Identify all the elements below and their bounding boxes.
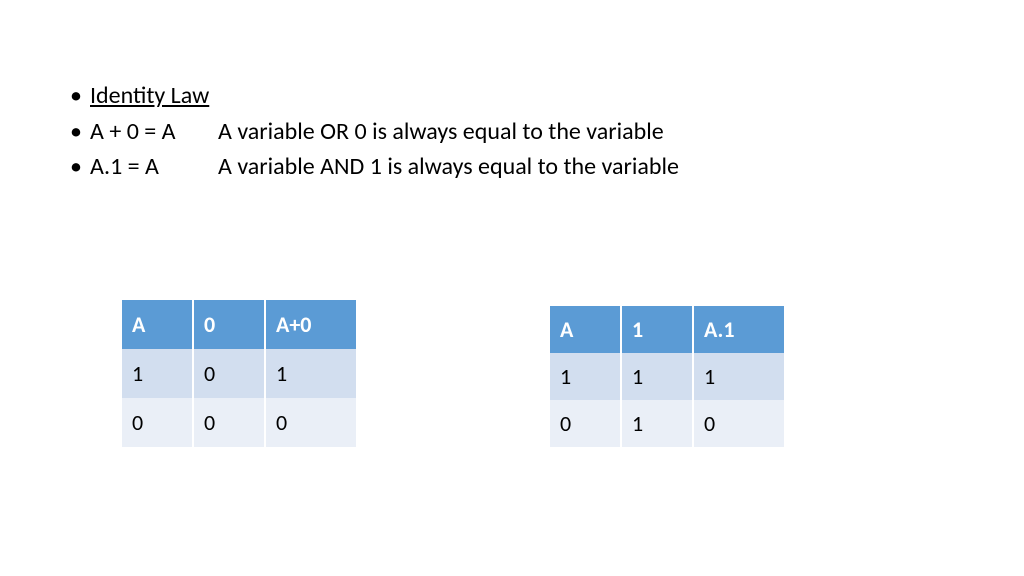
bullet-line-2: • A.1 = A A variable AND 1 is always equ…: [70, 149, 679, 185]
bullet-dot-icon: •: [70, 78, 90, 114]
table-header-row: A 0 A+0: [122, 300, 356, 349]
law-title: Identity Law: [90, 78, 209, 114]
table-row: 1 1 1: [550, 353, 784, 400]
bullet-line-1: • A + 0 = A A variable OR 0 is always eq…: [70, 114, 679, 150]
table-header-cell: A.1: [694, 306, 784, 353]
description-1: A variable OR 0 is always equal to the v…: [218, 114, 664, 150]
table-cell: 1: [622, 400, 692, 447]
description-2: A variable AND 1 is always equal to the …: [218, 149, 679, 185]
table-row: 0 1 0: [550, 400, 784, 447]
table-cell: 0: [694, 400, 784, 447]
table-cell: 0: [194, 398, 264, 447]
table-cell: 1: [550, 353, 620, 400]
table-cell: 0: [266, 398, 356, 447]
equation-2: A.1 = A: [90, 149, 218, 185]
table-header-cell: 1: [622, 306, 692, 353]
table-cell: 1: [122, 349, 192, 398]
bullet-dot-icon: •: [70, 149, 90, 185]
table-row: 1 0 1: [122, 349, 356, 398]
table-cell: 1: [266, 349, 356, 398]
table-header-cell: A: [122, 300, 192, 349]
table-gap: [358, 300, 548, 447]
table-cell: 0: [122, 398, 192, 447]
tables-container: A 0 A+0 1 0 1 0 0 0 A 1 A.1 1: [120, 300, 786, 447]
table-header-cell: A: [550, 306, 620, 353]
table-header-cell: A+0: [266, 300, 356, 349]
table-cell: 1: [622, 353, 692, 400]
bullet-line-1-content: A + 0 = A A variable OR 0 is always equa…: [90, 114, 664, 150]
equation-1: A + 0 = A: [90, 114, 218, 150]
table-cell: 0: [194, 349, 264, 398]
truth-table-or: A 0 A+0 1 0 1 0 0 0: [120, 300, 358, 447]
table-row: 0 0 0: [122, 398, 356, 447]
table-header-row: A 1 A.1: [550, 306, 784, 353]
table-cell: 0: [550, 400, 620, 447]
bullet-list: • Identity Law • A + 0 = A A variable OR…: [70, 78, 679, 185]
table-header-cell: 0: [194, 300, 264, 349]
slide: • Identity Law • A + 0 = A A variable OR…: [0, 0, 1024, 576]
table-cell: 1: [694, 353, 784, 400]
bullet-line-2-content: A.1 = A A variable AND 1 is always equal…: [90, 149, 679, 185]
truth-table-and: A 1 A.1 1 1 1 0 1 0: [548, 306, 786, 447]
bullet-dot-icon: •: [70, 114, 90, 150]
bullet-title-line: • Identity Law: [70, 78, 679, 114]
